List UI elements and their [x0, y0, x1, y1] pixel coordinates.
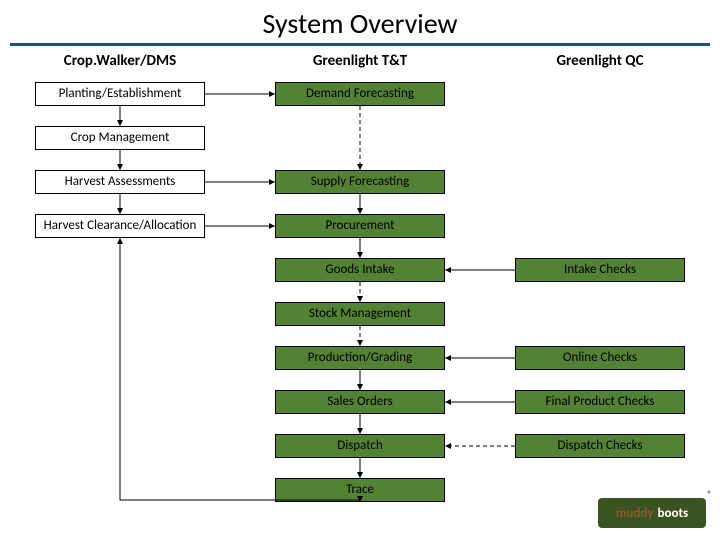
col-header-3: Greenlight QC [510, 52, 690, 70]
box-cropmgmt: Crop Management [35, 126, 205, 150]
page-title: System Overview [0, 0, 720, 43]
box-procure: Procurement [275, 214, 445, 238]
box-planting: Planting/Establishment [35, 82, 205, 106]
box-supply: Supply Forecasting [275, 170, 445, 194]
box-dispchk: Dispatch Checks [515, 434, 685, 458]
box-finalchk: Final Product Checks [515, 390, 685, 414]
box-sales: Sales Orders [275, 390, 445, 414]
box-demand: Demand Forecasting [275, 82, 445, 106]
title-rule [10, 43, 710, 46]
box-onlinechk: Online Checks [515, 346, 685, 370]
logo-text-1: muddy [616, 506, 654, 521]
col-header-2: Greenlight T&T [270, 52, 450, 70]
box-intakechk: Intake Checks [515, 258, 685, 282]
box-harvclear: Harvest Clearance/Allocation [35, 214, 205, 238]
col-header-1: Crop.Walker/DMS [30, 52, 210, 70]
box-harvasses: Harvest Assessments [35, 170, 205, 194]
logo: muddy boots [598, 498, 706, 528]
registered-mark: ® [707, 489, 712, 500]
logo-text-2: boots [658, 506, 689, 521]
box-dispatch: Dispatch [275, 434, 445, 458]
box-goods: Goods Intake [275, 258, 445, 282]
box-trace: Trace [275, 478, 445, 502]
box-stock: Stock Management [275, 302, 445, 326]
box-prodgrade: Production/Grading [275, 346, 445, 370]
